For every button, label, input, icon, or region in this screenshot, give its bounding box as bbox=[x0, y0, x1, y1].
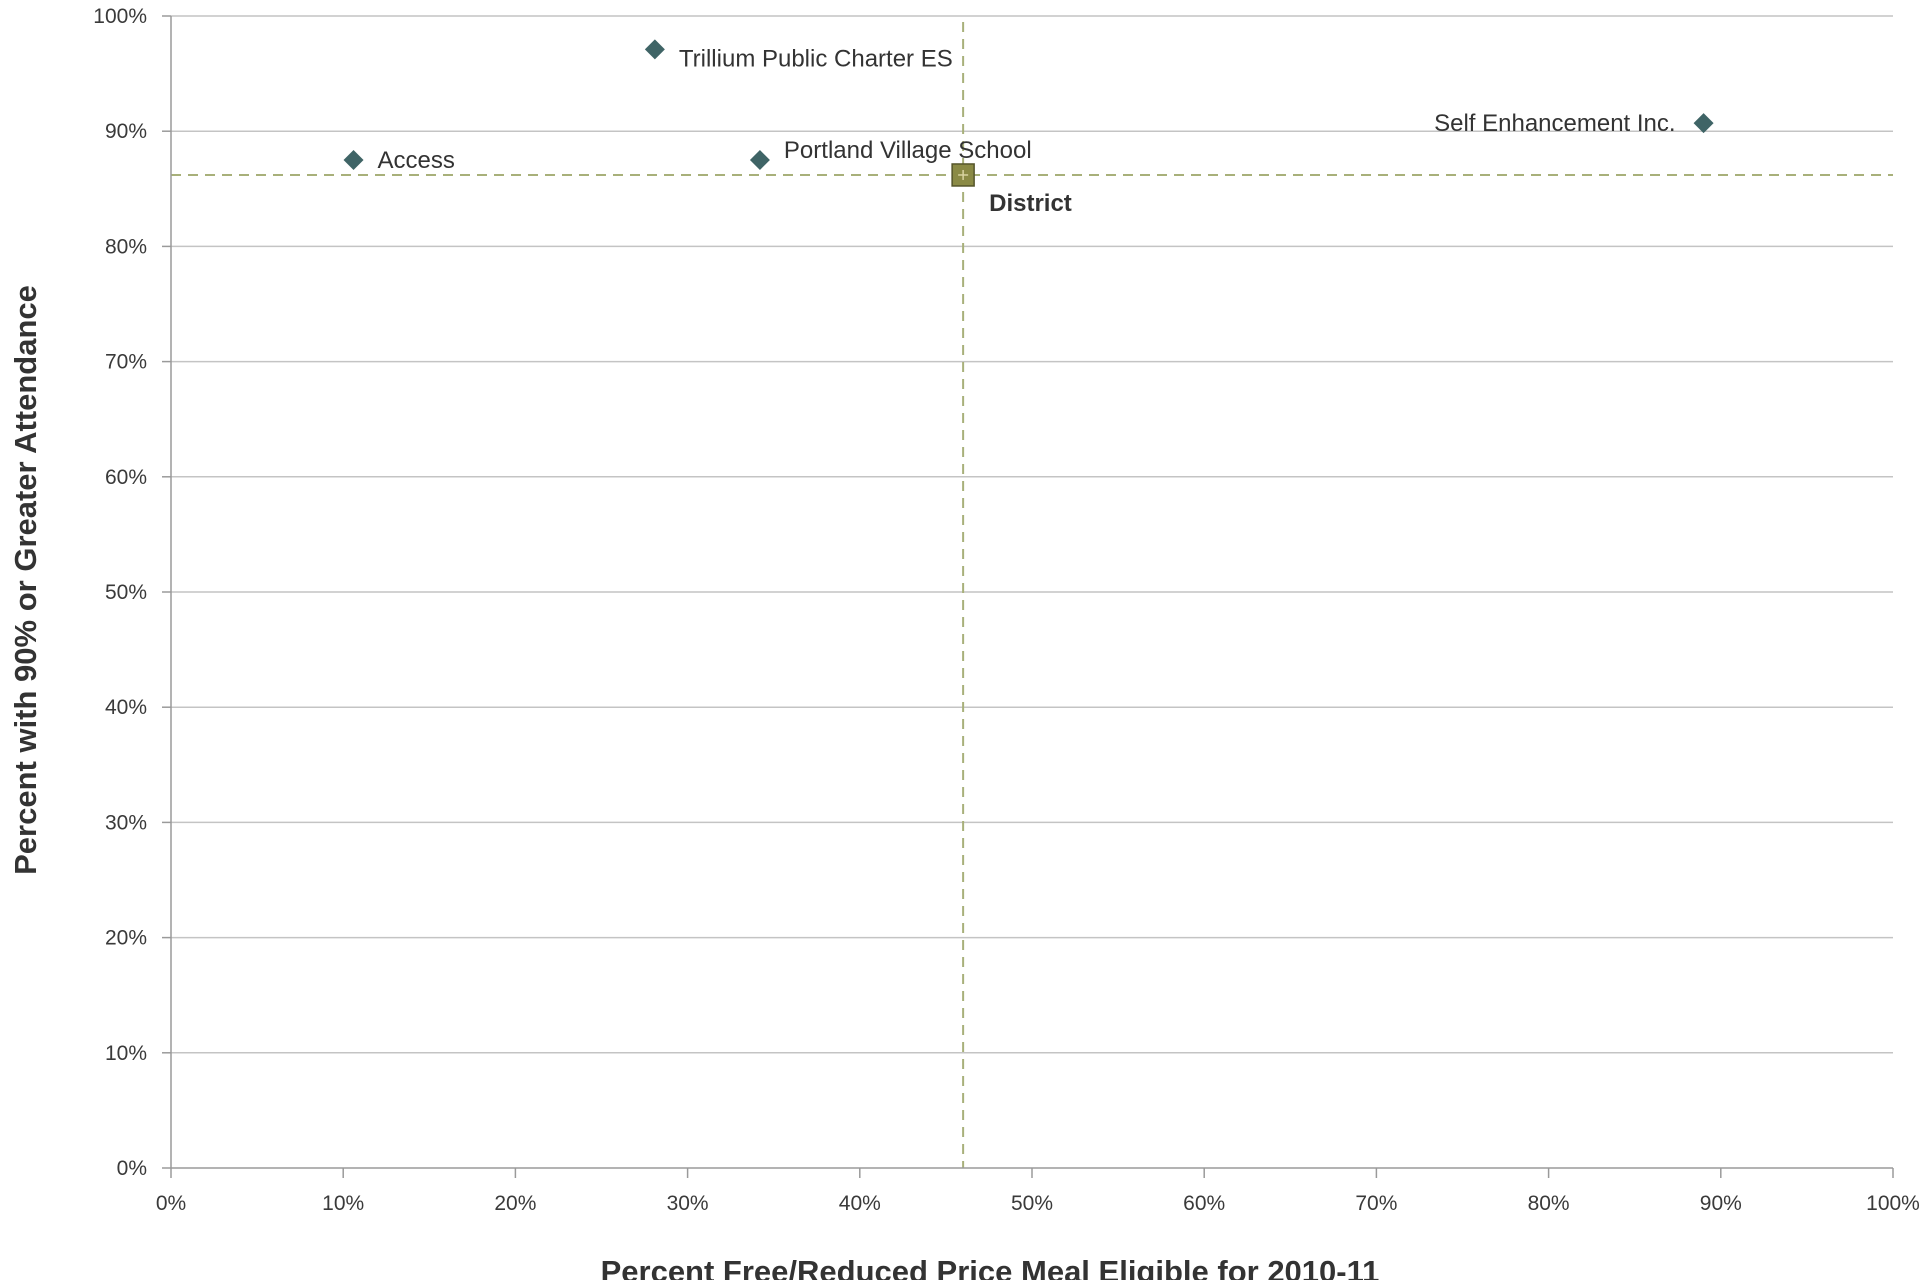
x-tick-label: 70% bbox=[1355, 1192, 1397, 1215]
point-labels: Access Trillium Public Charter ES Portland… bbox=[378, 45, 1676, 217]
x-tick-label: 0% bbox=[156, 1192, 186, 1215]
tick-labels: 0% 10% 20% 30% 40% 50% 60% 70% 80% 90% 100% 0% 10% 20… bbox=[93, 5, 1920, 1215]
x-tick-label: 80% bbox=[1528, 1192, 1570, 1215]
y-axis-title: Percent with 90% or Greater Attendance bbox=[8, 285, 43, 875]
y-tick-label: 20% bbox=[105, 927, 147, 950]
school-point bbox=[1693, 113, 1714, 134]
data-points bbox=[343, 39, 1714, 187]
school-point-label: Trillium Public Charter ES bbox=[679, 45, 953, 72]
y-tick-label: 90% bbox=[105, 120, 147, 143]
x-tick-label: 100% bbox=[1866, 1192, 1920, 1215]
x-tick-label: 90% bbox=[1700, 1192, 1742, 1215]
school-point bbox=[749, 150, 770, 170]
axes bbox=[162, 15, 1894, 1178]
school-point bbox=[343, 150, 364, 170]
x-tick-label: 40% bbox=[839, 1192, 881, 1215]
school-point-label: Self Enhancement Inc. bbox=[1434, 110, 1675, 137]
x-tick-label: 50% bbox=[1011, 1192, 1053, 1215]
district-point-label: District bbox=[989, 190, 1072, 217]
x-tick-label: 60% bbox=[1183, 1192, 1225, 1215]
y-tick-label: 30% bbox=[105, 811, 147, 834]
y-tick-label: 70% bbox=[105, 351, 147, 374]
y-tick-label: 100% bbox=[93, 5, 147, 28]
school-point bbox=[644, 39, 665, 60]
y-tick-label: 40% bbox=[105, 696, 147, 719]
x-tick-label: 10% bbox=[322, 1192, 364, 1215]
y-tick-label: 60% bbox=[105, 466, 147, 489]
grid-lines bbox=[171, 15, 1893, 1054]
school-point-label: Portland Village School bbox=[784, 137, 1032, 164]
y-tick-label: 0% bbox=[117, 1157, 147, 1180]
x-tick-label: 30% bbox=[667, 1192, 709, 1215]
x-tick-label: 20% bbox=[494, 1192, 536, 1215]
x-axis-title: Percent Free/Reduced Price Meal Eligible… bbox=[601, 1254, 1380, 1280]
y-tick-label: 80% bbox=[105, 235, 147, 258]
district-reference-lines bbox=[171, 22, 1893, 1168]
y-tick-label: 10% bbox=[105, 1042, 147, 1065]
y-tick-label: 50% bbox=[105, 581, 147, 604]
school-point-label: Access bbox=[378, 147, 455, 174]
